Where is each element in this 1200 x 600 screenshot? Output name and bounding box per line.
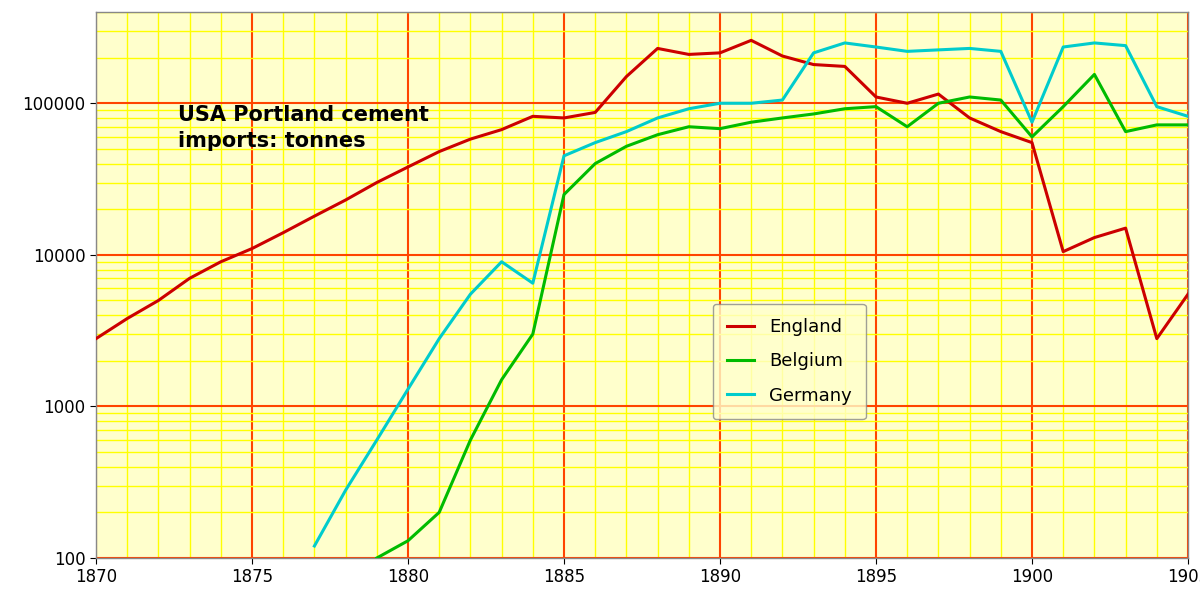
- Text: USA Portland cement
imports: tonnes: USA Portland cement imports: tonnes: [178, 105, 428, 151]
- Legend: England, Belgium, Germany: England, Belgium, Germany: [713, 304, 866, 419]
